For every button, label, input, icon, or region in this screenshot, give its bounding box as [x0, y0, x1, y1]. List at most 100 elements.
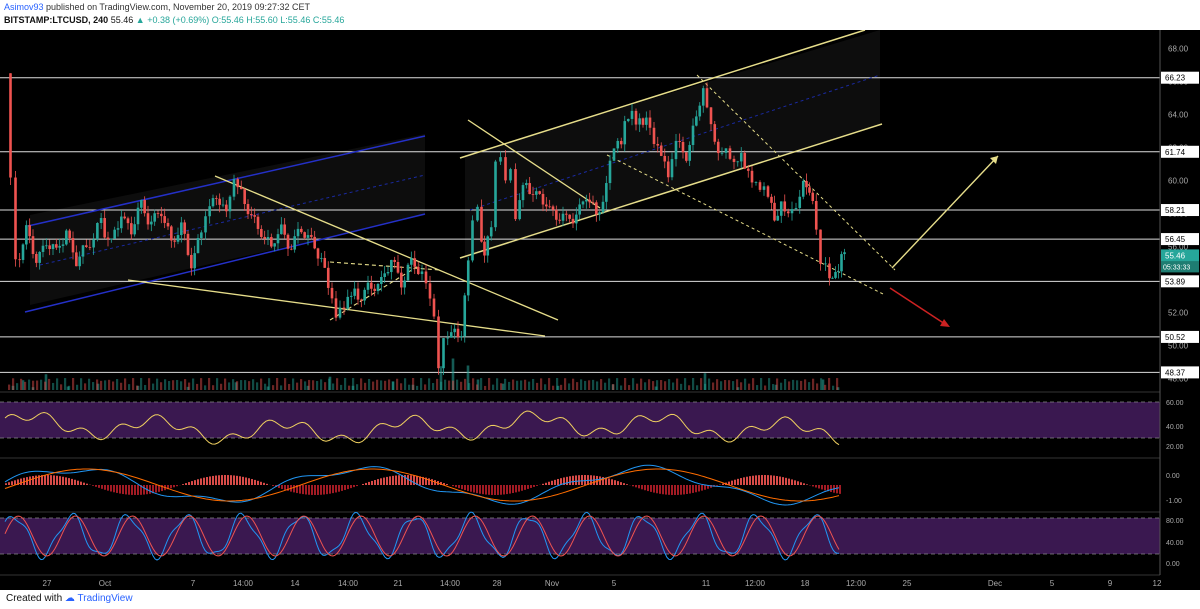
candle-body	[71, 238, 75, 253]
volume-bar	[604, 382, 607, 390]
candle-body	[410, 258, 413, 265]
macd-histogram-bar	[800, 482, 802, 485]
candle-body	[156, 213, 160, 215]
volume-bar	[496, 378, 499, 390]
candle-body	[300, 228, 303, 233]
macd-histogram-bar	[347, 485, 349, 490]
candle-body	[605, 183, 608, 202]
macd-histogram-bar	[440, 481, 442, 485]
candle-body	[183, 222, 186, 234]
candle-body	[608, 160, 612, 184]
candle-body	[626, 118, 630, 122]
macd-histogram-bar	[197, 479, 199, 485]
macd-histogram-bar	[467, 485, 469, 491]
candle-body	[612, 148, 616, 161]
macd-histogram-bar	[548, 481, 550, 485]
macd-histogram-bar	[392, 475, 394, 485]
candle-body	[762, 186, 766, 190]
countdown-box	[1161, 261, 1199, 273]
candle-body	[406, 264, 410, 281]
macd-histogram-bar	[395, 475, 397, 485]
indicator-tick-label: -1.00	[1166, 498, 1182, 505]
time-tick-label: 12	[1153, 579, 1162, 588]
volume-bar	[72, 378, 75, 390]
macd-histogram-bar	[77, 480, 79, 485]
volume-bar	[152, 383, 155, 390]
volume-bar	[324, 382, 327, 390]
macd-histogram-bar	[410, 475, 412, 485]
volume-bar	[348, 385, 351, 390]
volume-bar	[21, 380, 25, 390]
candle-body	[758, 182, 762, 190]
candle-body	[504, 157, 507, 181]
candle-body	[232, 179, 236, 197]
volume-bar	[700, 378, 703, 390]
candle-body	[296, 228, 300, 237]
candle-body	[776, 215, 780, 221]
candle-body	[208, 206, 211, 217]
macd-histogram-bar	[551, 480, 553, 485]
candle-body	[99, 218, 103, 224]
macd-histogram-bar	[377, 479, 379, 485]
macd-histogram-bar	[728, 481, 730, 485]
macd-histogram-bar	[488, 485, 490, 495]
candle-body	[808, 187, 811, 193]
last-price-label: 55.46	[1165, 251, 1186, 260]
volume-bar	[306, 385, 310, 390]
candle-body	[824, 263, 827, 265]
candle-body	[538, 191, 541, 194]
macd-histogram-bar	[230, 475, 232, 485]
volume-bar	[186, 386, 190, 390]
candle-body	[130, 223, 133, 235]
macd-histogram-bar	[770, 475, 772, 485]
macd-histogram-bar	[173, 485, 175, 488]
volume-bar	[48, 378, 51, 390]
volume-bar	[60, 384, 63, 390]
volume-bar	[136, 385, 139, 390]
candle-body	[641, 118, 645, 125]
macd-histogram-bar	[368, 481, 370, 485]
candle-body	[180, 222, 183, 236]
macd-histogram-bar	[659, 485, 661, 494]
volume-bar	[100, 380, 103, 390]
macd-histogram-bar	[443, 482, 445, 485]
candle-body	[463, 295, 467, 337]
macd-histogram-bar	[176, 485, 178, 487]
volume-bar	[712, 382, 715, 390]
volume-bar	[476, 379, 480, 390]
tradingview-brand[interactable]: TradingView	[77, 593, 133, 604]
macd-histogram-bar	[830, 485, 832, 493]
macd-histogram-bar	[821, 485, 823, 490]
candle-body	[437, 316, 440, 369]
candle-body	[558, 219, 561, 221]
macd-histogram-bar	[569, 476, 571, 485]
macd-histogram-bar	[470, 485, 472, 492]
macd-histogram-bar	[152, 485, 154, 494]
author-link[interactable]: Asimov93	[4, 2, 44, 12]
volume-bar	[400, 383, 403, 390]
volume-bar	[252, 379, 255, 390]
volume-bar	[824, 384, 827, 390]
volume-bar	[140, 378, 143, 390]
macd-histogram-bar	[62, 476, 64, 485]
macd-histogram-bar	[386, 476, 388, 485]
volume-bar	[20, 378, 23, 390]
candle-body	[250, 214, 253, 216]
candle-body	[68, 230, 71, 239]
volume-bar	[132, 378, 135, 390]
volume-bar	[640, 378, 643, 390]
time-tick-label: Oct	[99, 579, 112, 588]
bear-arrow-head-icon	[940, 319, 950, 327]
macd-histogram-bar	[92, 485, 94, 486]
macd-histogram-bar	[281, 485, 283, 489]
candle-body	[786, 211, 790, 214]
volume-bar	[472, 378, 475, 390]
macd-histogram-bar	[263, 482, 265, 485]
candle-body	[754, 182, 758, 183]
volume-bar	[720, 381, 723, 390]
volume-bar	[128, 384, 131, 390]
macd-histogram-bar	[182, 484, 184, 485]
chart-canvas[interactable]: 48.0050.0052.0054.0056.0058.0060.0062.00…	[0, 30, 1200, 590]
volume-bar	[448, 380, 451, 390]
candle-body	[260, 228, 263, 237]
